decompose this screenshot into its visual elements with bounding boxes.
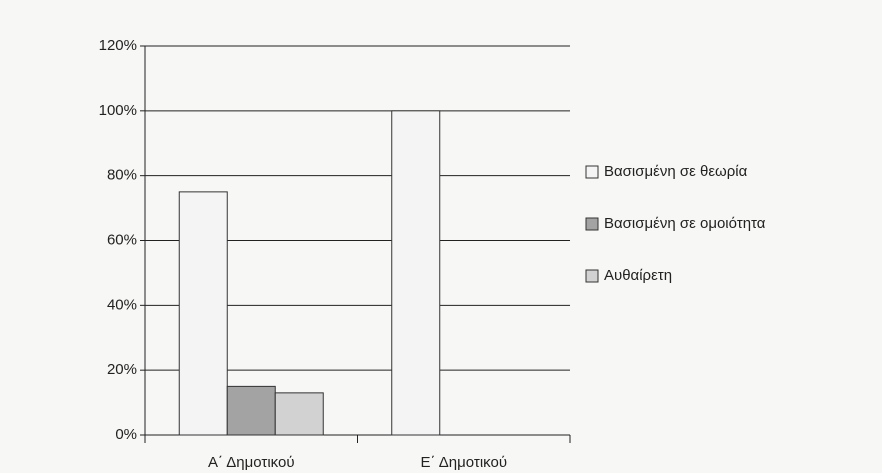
y-tick-label: 0% <box>115 426 137 443</box>
y-tick-label: 40% <box>107 296 137 313</box>
legend-label: Βασισμένη σε θεωρία <box>604 163 748 180</box>
legend-swatch <box>585 217 599 231</box>
y-tick-label: 120% <box>99 37 137 54</box>
legend-label: Αυθαίρετη <box>604 267 672 284</box>
legend-label: Βασισμένη σε ομοιότητα <box>604 215 766 232</box>
y-tick-label: 60% <box>107 231 137 248</box>
y-tick-label: 100% <box>99 102 137 119</box>
bar <box>178 191 228 436</box>
y-tick-label: 80% <box>107 167 137 184</box>
bar <box>226 385 276 436</box>
x-tick-label: Ε΄ Δημοτικού <box>420 454 507 471</box>
bar <box>391 110 441 436</box>
legend-swatch <box>585 165 599 179</box>
bar <box>274 392 324 436</box>
x-tick-label: Α΄ Δημοτικού <box>208 454 295 471</box>
y-tick-label: 20% <box>107 361 137 378</box>
legend-swatch <box>585 269 599 283</box>
